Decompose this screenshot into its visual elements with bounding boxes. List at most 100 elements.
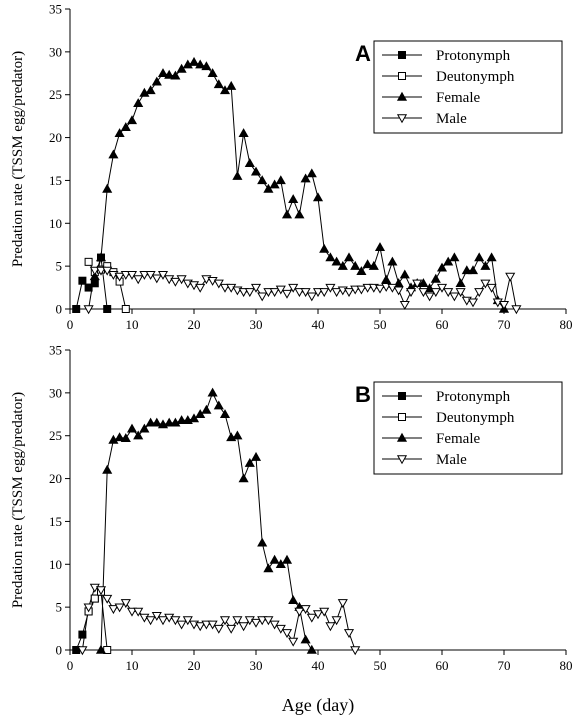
data-point-male <box>238 288 249 298</box>
data-point-male <box>250 283 262 293</box>
data-point-female <box>89 271 100 281</box>
data-point-female <box>263 563 274 573</box>
data-point-female <box>219 409 231 418</box>
y-tick-label: 10 <box>49 557 62 572</box>
data-point-male <box>374 284 386 294</box>
data-point-female <box>232 170 243 180</box>
data-point-male <box>114 272 125 282</box>
data-point-female <box>238 128 249 137</box>
data-point-female <box>145 417 156 427</box>
data-point-female <box>232 430 243 440</box>
legend-marker-deutonymph <box>398 413 406 421</box>
data-point-male <box>275 624 286 634</box>
data-point-female <box>387 256 398 266</box>
data-point-female <box>164 69 175 79</box>
data-point-female <box>362 259 373 269</box>
data-point-protonymph <box>90 279 99 288</box>
data-point-female <box>244 457 255 467</box>
data-point-female <box>151 417 162 427</box>
legend-label-deutonymph: Deutonymph <box>436 69 515 85</box>
data-point-female <box>337 260 348 270</box>
x-axis-label: Age (day) <box>282 695 354 716</box>
legend-marker-male <box>396 455 408 465</box>
x-tick-label: 60 <box>436 658 449 673</box>
data-point-male <box>498 301 510 310</box>
data-point-male <box>412 279 423 289</box>
data-point-female <box>250 451 262 461</box>
y-tick-label: 5 <box>56 259 63 274</box>
data-point-female <box>257 175 268 185</box>
data-point-female <box>95 252 107 262</box>
data-point-male <box>331 616 342 626</box>
data-point-female <box>244 158 255 167</box>
panel-label: B <box>355 382 371 407</box>
data-point-male <box>350 646 361 656</box>
legend-label-female: Female <box>436 431 480 447</box>
x-tick-label: 40 <box>312 317 325 332</box>
data-point-male <box>207 620 218 630</box>
data-point-male <box>102 266 113 276</box>
data-point-female <box>319 243 330 253</box>
data-point-female <box>449 252 460 262</box>
data-point-male <box>325 622 336 632</box>
data-point-female <box>294 209 305 219</box>
data-point-male <box>281 629 293 639</box>
data-point-female <box>188 56 200 66</box>
data-point-male <box>133 275 144 285</box>
data-point-male <box>139 271 150 280</box>
data-point-female <box>195 59 206 69</box>
data-point-female <box>269 554 280 564</box>
data-point-female <box>275 559 286 568</box>
legend-label-male: Male <box>436 452 467 468</box>
data-point-male <box>300 288 311 298</box>
data-point-female <box>157 68 169 77</box>
data-point-male <box>195 283 206 293</box>
data-point-female <box>306 168 317 178</box>
data-point-male <box>213 279 224 289</box>
data-point-male <box>133 607 144 617</box>
data-point-male <box>325 283 336 293</box>
data-point-female <box>312 192 324 202</box>
legend: Protonymph Deutonymph Female Male <box>373 381 563 475</box>
data-point-male <box>226 624 237 634</box>
series-line-male <box>81 586 356 651</box>
data-point-male <box>511 305 522 315</box>
data-point-male <box>343 629 355 639</box>
data-point-male <box>263 616 274 626</box>
data-point-male <box>430 288 441 298</box>
data-point-male <box>238 622 249 632</box>
data-point-female <box>201 404 212 414</box>
data-point-male <box>102 594 113 604</box>
y-tick-label: 25 <box>49 87 62 102</box>
data-point-female <box>467 265 479 275</box>
data-point-male <box>319 607 330 617</box>
data-point-female <box>108 149 119 159</box>
data-point-male <box>83 603 94 613</box>
panel-b: 0 5 10 15 20 25 30 35 0 10 20 30 40 50 60 70 80 Predation… <box>10 343 572 674</box>
data-point-male <box>263 288 274 298</box>
data-point-male <box>424 292 435 302</box>
data-point-male <box>232 616 243 626</box>
data-point-male <box>219 616 231 626</box>
data-point-female <box>126 423 138 433</box>
data-point-female <box>238 473 249 483</box>
y-tick-label: 30 <box>49 44 62 59</box>
data-point-male <box>281 289 293 299</box>
legend-marker-deutonymph <box>398 72 406 80</box>
data-point-female <box>219 85 231 95</box>
data-point-male <box>288 637 299 647</box>
data-point-protonymph <box>72 305 81 313</box>
data-point-female <box>263 183 274 193</box>
data-point-male <box>443 288 454 298</box>
data-point-female <box>474 252 485 262</box>
data-point-female <box>102 183 113 193</box>
data-point-male <box>405 288 417 298</box>
legend-marker-protonymph <box>398 51 406 59</box>
legend-marker-female <box>396 91 408 101</box>
y-tick-label: 0 <box>56 302 63 317</box>
data-point-male <box>120 599 131 609</box>
data-point-female <box>195 409 206 418</box>
data-point-female <box>213 79 224 89</box>
y-tick-label: 25 <box>49 428 62 443</box>
